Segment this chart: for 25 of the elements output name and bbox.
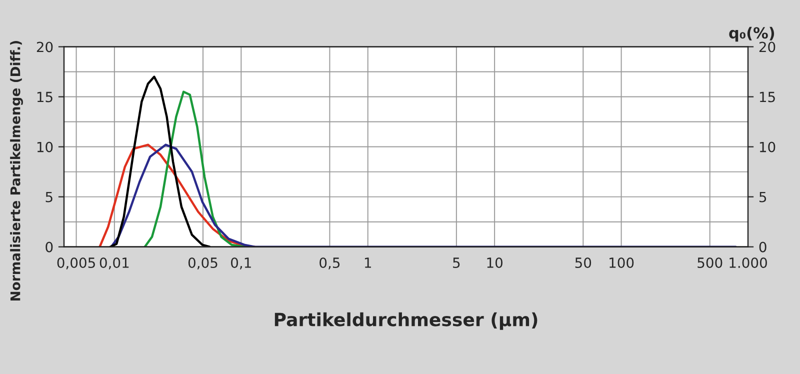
x-tick-label: 5 <box>453 258 460 268</box>
y-tick-label: 5 <box>46 192 52 202</box>
y-tick-label: 20 <box>36 42 53 52</box>
y2-tick-label: 5 <box>759 192 766 202</box>
x-tick-label: 100 <box>610 258 634 268</box>
y2-tick-label: 15 <box>760 92 775 102</box>
y2-tick-label: 10 <box>760 142 776 152</box>
x-tick-label: 0,5 <box>320 258 340 270</box>
y2-axis-title: q₀(%) <box>729 26 774 42</box>
x-tick-label: 0,05 <box>188 258 218 270</box>
y2-tick-label: 0 <box>759 242 766 252</box>
y-tick-label: 15 <box>37 92 52 102</box>
x-tick-label: 1 <box>364 258 371 268</box>
x-tick-label: 0,005 <box>57 258 95 270</box>
y2-tick-label: 20 <box>759 42 776 52</box>
y-axis-title: Normalisierte Partikelmenge (Diff.) <box>10 41 23 301</box>
x-axis-title: Partikeldurchmesser (µm) <box>274 312 538 330</box>
x-tick-label: 10 <box>487 258 502 268</box>
x-tick-label: 0,01 <box>100 258 129 270</box>
x-tick-label: 50 <box>575 258 592 268</box>
x-tick-label: 500 <box>698 258 722 268</box>
x-tick-label: 0,1 <box>231 258 251 270</box>
y-tick-label: 0 <box>46 242 53 252</box>
y-tick-label: 10 <box>37 142 53 152</box>
x-tick-label: 1.000 <box>730 258 767 268</box>
